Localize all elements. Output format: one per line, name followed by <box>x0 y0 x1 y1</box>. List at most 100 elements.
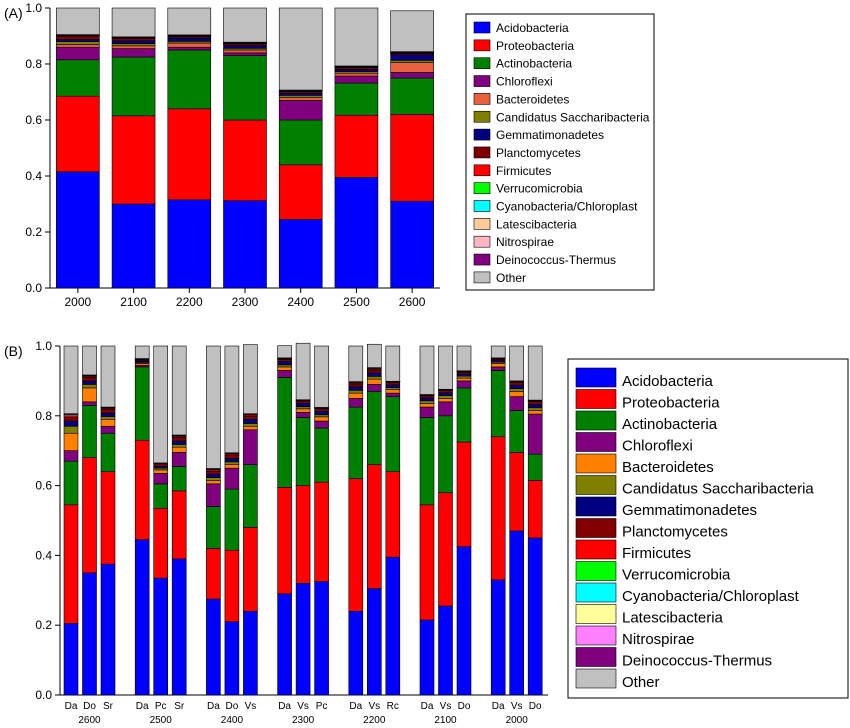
panel-a: (A) 0.0 0.2 0.4 0.6 0.8 1.0 2000 2100 2200 2300 240… <box>4 1 440 309</box>
x-sub-label: Da <box>207 701 220 712</box>
x-sub-label: Da <box>349 701 362 712</box>
x-sub-label: Da <box>421 701 434 712</box>
bar-segment-other <box>419 345 435 395</box>
bar-segment-actinobacteria <box>63 460 79 506</box>
bar-segment-actinobacteria <box>509 410 525 453</box>
bar-segment-candidatus-saccharibacteria <box>278 95 323 98</box>
bar-segment-proteobacteria <box>277 487 292 595</box>
bar-segment-planctomycetes <box>314 408 329 412</box>
bar-segment-other <box>56 7 100 35</box>
bar-segment-bacteroidetes <box>348 392 364 399</box>
x-sub-label: Da <box>136 701 149 712</box>
bar-segment-acidobacteria <box>509 530 525 696</box>
legend-label: Gemmatimonadetes <box>622 502 757 519</box>
x-sub-label: Vs <box>440 701 452 712</box>
bar-segment-proteobacteria <box>295 485 311 584</box>
bar-segment-proteobacteria <box>366 464 382 589</box>
x-tick-label: 2400 <box>287 295 314 309</box>
bar-segment-acidobacteria <box>419 619 435 696</box>
bar-segment-other <box>348 345 364 382</box>
x-tick-label: 2500 <box>343 295 370 309</box>
bar-segment-other <box>153 345 168 464</box>
bar-segment-actinobacteria <box>348 406 364 479</box>
bar-segment-chloroflexi <box>111 48 156 58</box>
legend-b: Acidobacteria Proteobacteria Actinobacteri… <box>567 358 849 699</box>
x-sub-label: Vs <box>297 701 309 712</box>
legend-label: Proteobacteria <box>496 39 574 53</box>
bar-segment-other <box>206 345 221 469</box>
bar-segment-gemmatimonadetes <box>385 384 401 388</box>
bar-segment-acidobacteria <box>277 593 292 696</box>
bar-segment-other <box>490 345 506 359</box>
bar-segment-actinobacteria <box>82 405 97 458</box>
panel-label: (A) <box>4 5 23 21</box>
bar-segment-planctomycetes <box>438 390 453 394</box>
bar-segment-actinobacteria <box>366 391 382 465</box>
bar-segment-proteobacteria <box>56 95 100 173</box>
bar-segment-planctomycetes <box>206 470 221 475</box>
bar-segment-gemmatimonadetes <box>111 40 156 44</box>
bar-segment-acidobacteria <box>295 583 311 696</box>
bar-segment-bacteroidetes <box>224 464 240 469</box>
bar-segment-candidatus-saccharibacteria <box>456 375 472 379</box>
bar-segment-actinobacteria <box>490 370 506 438</box>
x-tick-label: 2200 <box>176 295 203 309</box>
bar-segment-other <box>438 345 453 390</box>
bar-segment-gemmatimonadetes <box>527 403 543 409</box>
bar-segment-chloroflexi <box>390 72 434 79</box>
bar-segment-chloroflexi <box>224 467 240 490</box>
bar-segment-proteobacteria <box>111 115 156 205</box>
y-tick-label: 0.2 <box>25 225 42 239</box>
bar-segment-candidatus-saccharibacteria <box>111 43 156 47</box>
bar-segment-chloroflexi <box>490 366 506 371</box>
bar-segment-planctomycetes <box>63 417 79 422</box>
bar-segment-candidatus-saccharibacteria <box>243 423 258 427</box>
x-group-label: 2000 <box>506 715 529 726</box>
bar-segment-bacteroidetes <box>111 45 156 49</box>
bar-segment-proteobacteria <box>206 548 221 600</box>
legend-swatch <box>575 539 617 560</box>
bar-segment-gemmatimonadetes <box>419 397 435 402</box>
bar-segment-actinobacteria <box>438 415 453 493</box>
bar-segment-candidatus-saccharibacteria <box>419 400 435 404</box>
legend-label: Acidobacteria <box>622 373 714 390</box>
bar-segment-actinobacteria <box>153 483 168 509</box>
x-sub-label: Do <box>226 701 239 712</box>
bar-segment-chloroflexi <box>456 380 472 389</box>
legend-swatch <box>575 582 617 603</box>
x-sub-label: Vs <box>511 701 523 712</box>
legend-label: Firmicutes <box>496 164 551 178</box>
bar-segment-acidobacteria <box>490 579 506 696</box>
legend-label: Latescibacteria <box>622 610 724 627</box>
bar-segment-chloroflexi <box>314 420 329 429</box>
bar-segment-chloroflexi <box>153 473 168 485</box>
y-tick-label: 0.8 <box>25 57 42 71</box>
bar-segment-gemmatimonadetes <box>438 392 453 396</box>
bar-segment-planctomycetes <box>56 36 100 40</box>
bar-segment-chloroflexi <box>223 52 267 56</box>
legend-label: Verrucomicrobia <box>622 567 731 584</box>
legend-label: Chloroflexi <box>622 438 693 455</box>
bar-segment-acidobacteria <box>438 605 453 696</box>
x-group-label: 2400 <box>221 715 244 726</box>
legend-label: Actinobacteria <box>622 416 718 433</box>
legend-swatch <box>473 235 491 248</box>
bar-segment-proteobacteria <box>134 439 150 540</box>
bar-segment-candidatus-saccharibacteria <box>314 414 329 418</box>
bar-segment-candidatus-saccharibacteria <box>385 387 401 390</box>
bar-segment-candidatus-saccharibacteria <box>82 384 97 389</box>
bar-segment-proteobacteria <box>348 478 364 612</box>
bar-segment-proteobacteria <box>223 119 267 201</box>
y-tick-label: 1.0 <box>25 1 42 15</box>
bar-segment-actinobacteria <box>334 82 379 116</box>
legend-swatch <box>575 647 617 667</box>
bar-segment-gemmatimonadetes <box>56 39 100 42</box>
bar-segment-candidatus-saccharibacteria <box>100 416 116 420</box>
y-tick-label: 0.4 <box>35 548 52 562</box>
bar-segment-planctomycetes <box>348 383 364 388</box>
bar-segment-other <box>223 7 267 43</box>
bar-segment-proteobacteria <box>390 114 434 202</box>
bar-segment-candidatus-saccharibacteria <box>171 444 187 448</box>
legend-label: Firmicutes <box>622 545 691 562</box>
